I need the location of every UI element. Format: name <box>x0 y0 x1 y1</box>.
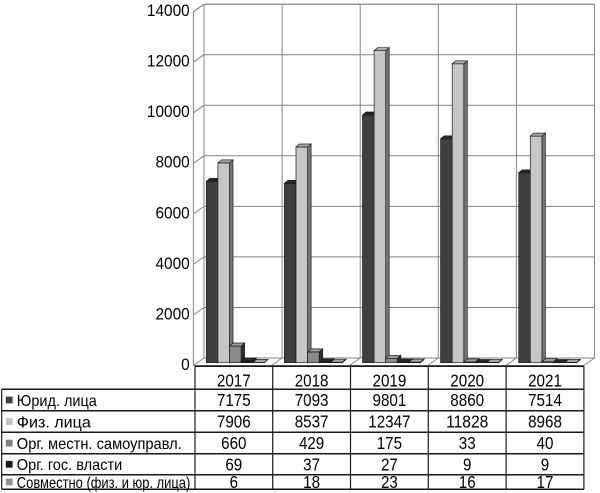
svg-text:7514: 7514 <box>528 390 562 410</box>
svg-text:9: 9 <box>541 454 549 474</box>
svg-text:Орг. местн. самоуправл.: Орг. местн. самоуправл. <box>17 436 182 453</box>
svg-text:Совместно (физ. и юр. лица): Совместно (физ. и юр. лица) <box>17 475 191 492</box>
svg-text:2000: 2000 <box>156 304 190 323</box>
svg-text:37: 37 <box>303 454 320 474</box>
svg-text:8000: 8000 <box>156 153 190 172</box>
svg-text:23: 23 <box>381 472 398 492</box>
svg-text:7093: 7093 <box>295 390 329 410</box>
svg-text:12000: 12000 <box>147 52 190 71</box>
svg-text:2021: 2021 <box>528 370 562 390</box>
svg-text:10000: 10000 <box>147 102 190 121</box>
svg-text:2017: 2017 <box>217 370 251 390</box>
svg-text:660: 660 <box>221 433 246 453</box>
svg-text:18: 18 <box>303 472 320 492</box>
svg-text:8968: 8968 <box>528 412 562 432</box>
svg-text:2020: 2020 <box>450 370 484 390</box>
svg-text:0: 0 <box>181 355 190 374</box>
svg-text:7906: 7906 <box>217 412 251 432</box>
svg-text:33: 33 <box>459 433 476 453</box>
svg-text:12347: 12347 <box>368 412 410 432</box>
svg-text:8537: 8537 <box>295 412 329 432</box>
svg-text:27: 27 <box>381 454 398 474</box>
svg-text:16: 16 <box>459 472 476 492</box>
svg-text:6000: 6000 <box>156 203 190 222</box>
svg-text:69: 69 <box>225 454 242 474</box>
svg-text:11828: 11828 <box>446 412 488 432</box>
svg-text:Юрид. лица: Юрид. лица <box>17 393 97 410</box>
svg-text:175: 175 <box>377 433 402 453</box>
svg-text:6: 6 <box>230 472 239 492</box>
svg-text:Физ. лица: Физ. лица <box>17 415 91 432</box>
svg-text:40: 40 <box>537 433 554 453</box>
svg-text:14000: 14000 <box>147 1 190 20</box>
svg-text:2019: 2019 <box>373 370 407 390</box>
svg-text:9801: 9801 <box>373 390 407 410</box>
svg-text:7175: 7175 <box>217 390 251 410</box>
svg-text:9: 9 <box>463 454 471 474</box>
svg-text:2018: 2018 <box>295 370 329 390</box>
svg-text:429: 429 <box>299 433 324 453</box>
svg-text:Орг. гос. власти: Орг. гос. власти <box>17 457 123 474</box>
svg-text:4000: 4000 <box>156 254 190 273</box>
svg-text:17: 17 <box>537 472 554 492</box>
svg-text:8860: 8860 <box>450 390 484 410</box>
